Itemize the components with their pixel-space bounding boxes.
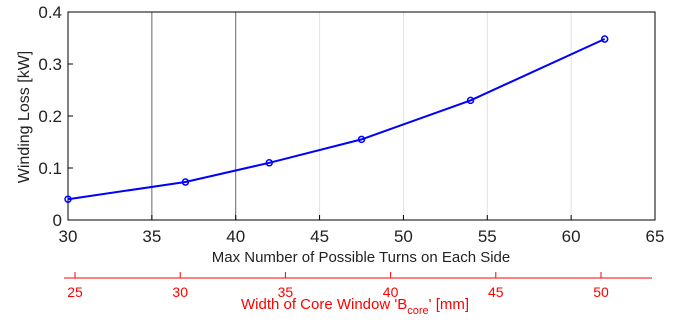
secondary-tick-label-3: 40 (383, 284, 399, 300)
secondary-axis-ticks: 25 30 35 40 45 50 (67, 272, 609, 300)
secondary-axis-title-main: Width of Core Window 'B (241, 296, 407, 313)
secondary-tick-label-4: 45 (488, 284, 504, 300)
secondary-tick-label-1: 30 (172, 284, 188, 300)
x-tick-label-3: 45 (310, 227, 329, 246)
plot-area (68, 12, 655, 220)
y-axis-title: Winding Loss [kW] (16, 51, 33, 183)
x-tick-label-2: 40 (226, 227, 245, 246)
data-point-5 (600, 35, 609, 43)
data-point-3 (357, 135, 366, 144)
secondary-axis-title-end: ' [mm] (429, 296, 469, 313)
data-point-4 (466, 96, 475, 105)
x-tick-label-5: 55 (478, 227, 497, 246)
y-tick-label-0: 0 (53, 211, 62, 230)
series-group (64, 35, 609, 203)
data-point-2 (265, 159, 274, 167)
y-axis: 0 0.1 0.2 0.3 0.4 (38, 3, 73, 230)
secondary-tick-label-5: 50 (593, 284, 609, 300)
x-axis-title: Max Number of Possible Turns on Each Sid… (212, 249, 510, 266)
grid-lines (151, 12, 572, 220)
y-tick-label-4: 0.4 (38, 3, 62, 22)
secondary-axis-title-sub: core (407, 305, 428, 317)
x-tick-label-4: 50 (394, 227, 413, 246)
secondary-axis-title: Width of Core Window 'Bcore' [mm] (241, 296, 469, 317)
x-axis: 30 35 40 45 50 55 60 65 (59, 215, 665, 246)
x-tick-label-7: 65 (646, 227, 665, 246)
data-point-0 (64, 195, 72, 203)
x-tick-label-1: 35 (142, 227, 161, 246)
x-tick-label-6: 60 (562, 227, 581, 246)
secondary-tick-label-2: 35 (278, 284, 294, 300)
secondary-tick-label-0: 25 (67, 284, 83, 300)
data-point-1 (181, 178, 190, 186)
y-tick-label-3: 0.3 (38, 55, 62, 74)
x-tick-label-0: 30 (59, 227, 78, 246)
y-tick-label-2: 0.2 (38, 107, 62, 126)
secondary-axis: 25 30 35 40 45 50 Width of Core Window 'Bcore… (64, 272, 652, 317)
y-tick-label-1: 0.1 (38, 159, 62, 178)
series-line-0 (67, 38, 606, 201)
